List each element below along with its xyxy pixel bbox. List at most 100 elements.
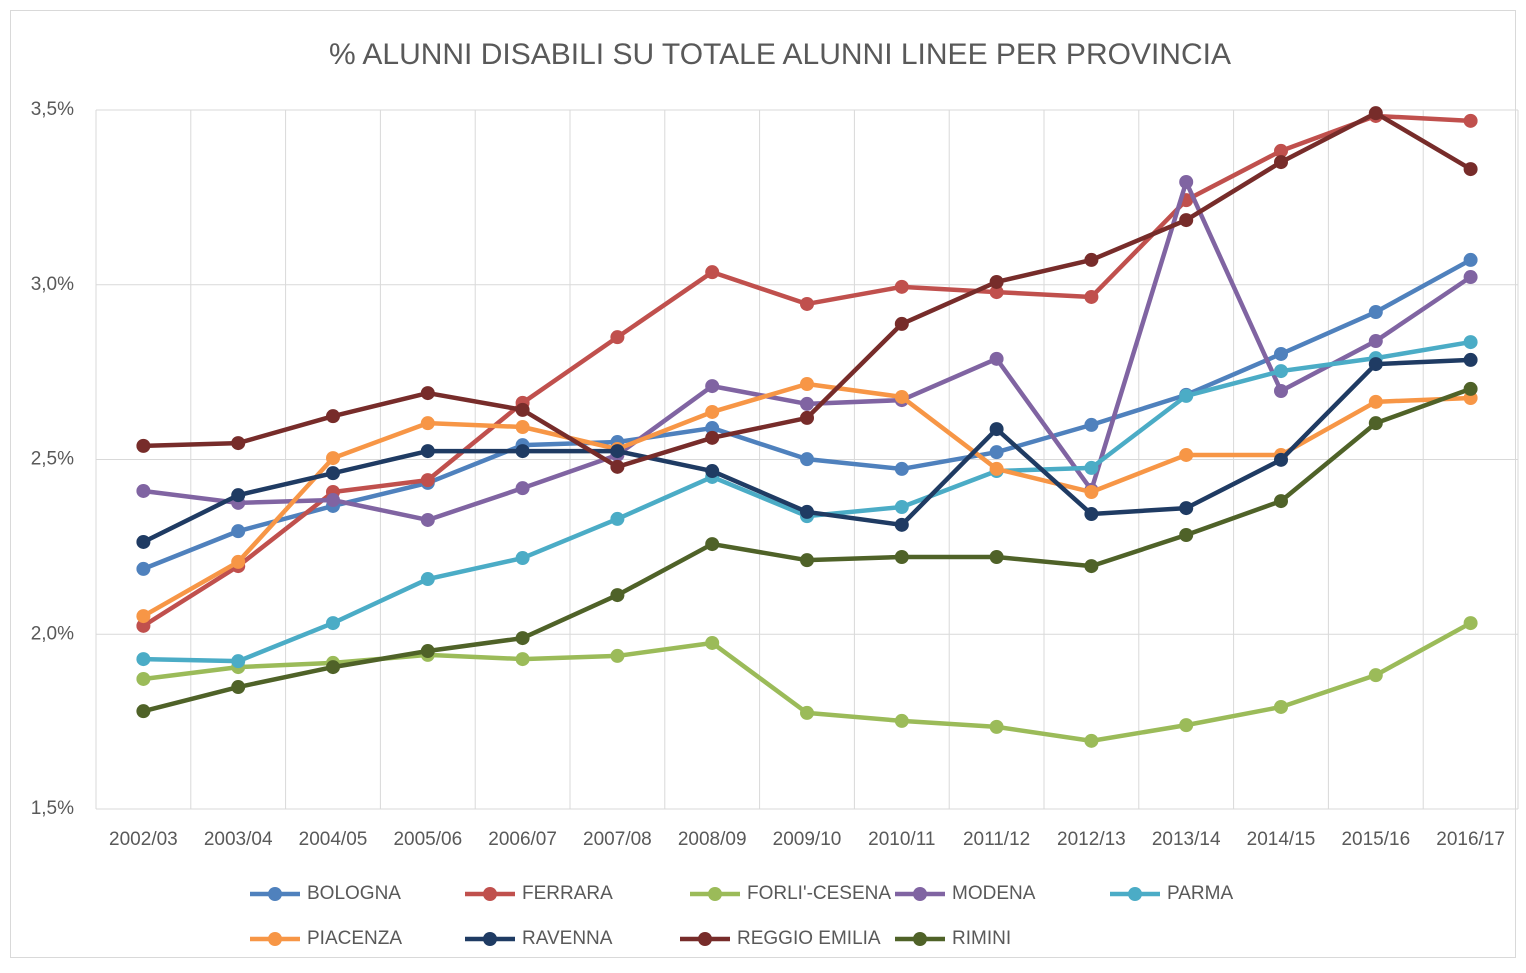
- point: [894, 550, 909, 565]
- point: [989, 274, 1004, 289]
- point: [705, 265, 720, 280]
- point: [705, 537, 720, 552]
- x-tick-label: 2006/07: [488, 829, 557, 850]
- point: [705, 379, 720, 394]
- point: [894, 316, 909, 331]
- point: [705, 404, 720, 419]
- point: [1084, 460, 1099, 475]
- point: [1368, 416, 1383, 431]
- x-tick-label: 2008/09: [678, 829, 747, 850]
- point: [1179, 213, 1194, 228]
- point: [705, 421, 720, 436]
- point: [136, 561, 151, 576]
- point: [1463, 381, 1478, 396]
- point: [515, 551, 530, 566]
- point: [136, 652, 151, 667]
- point: [1274, 452, 1288, 467]
- point: [136, 618, 151, 633]
- x-tick-label: 2015/16: [1341, 829, 1410, 850]
- point: [1368, 394, 1383, 409]
- point: [515, 444, 530, 459]
- point: [610, 444, 625, 459]
- chart-frame: [10, 10, 1516, 958]
- point: [1084, 417, 1099, 432]
- point: [1368, 357, 1383, 372]
- point: [136, 671, 151, 686]
- point: [1179, 447, 1194, 462]
- legend-label: MODENA: [952, 883, 1036, 904]
- point: [1274, 494, 1288, 509]
- point: [1274, 383, 1288, 398]
- point: [989, 422, 1004, 437]
- point: [610, 588, 625, 603]
- point: [989, 719, 1004, 734]
- legend-marker: [698, 932, 712, 946]
- point: [894, 461, 909, 476]
- point: [1463, 616, 1478, 631]
- point: [989, 351, 1004, 366]
- point: [326, 493, 340, 508]
- point: [1368, 334, 1383, 349]
- point: [800, 296, 814, 311]
- point: [1463, 352, 1478, 367]
- point: [136, 704, 151, 719]
- legend-marker: [483, 887, 497, 901]
- legend-marker: [268, 932, 282, 946]
- point: [231, 554, 246, 569]
- point: [610, 511, 625, 526]
- point: [420, 644, 435, 659]
- y-tick-label: 1,5%: [31, 798, 74, 819]
- point: [894, 517, 909, 532]
- point: [515, 481, 530, 496]
- point: [800, 377, 814, 392]
- legend-marker: [913, 932, 927, 946]
- point: [231, 654, 246, 669]
- legend-label: PARMA: [1167, 883, 1233, 904]
- legend-label: RIMINI: [952, 928, 1011, 949]
- point: [231, 524, 246, 539]
- point: [894, 389, 909, 404]
- x-tick-label: 2003/04: [204, 829, 273, 850]
- point: [1179, 718, 1194, 733]
- point: [326, 451, 340, 466]
- point: [515, 631, 530, 646]
- point: [610, 648, 625, 663]
- point: [894, 713, 909, 728]
- x-tick-label: 2004/05: [299, 829, 368, 850]
- point: [705, 464, 720, 479]
- legend-marker: [913, 887, 927, 901]
- x-tick-label: 2011/12: [963, 829, 1030, 850]
- point: [515, 419, 530, 434]
- point: [989, 461, 1004, 476]
- point: [1274, 346, 1288, 361]
- x-tick-label: 2010/11: [868, 829, 935, 850]
- point: [231, 488, 246, 503]
- x-tick-label: 2014/15: [1247, 829, 1316, 850]
- y-tick-label: 2,0%: [31, 623, 74, 644]
- x-tick-label: 2002/03: [109, 829, 178, 850]
- point: [420, 386, 435, 401]
- point: [800, 553, 814, 568]
- point: [1084, 733, 1099, 748]
- point: [1084, 485, 1099, 500]
- point: [705, 430, 720, 445]
- point: [1084, 507, 1099, 522]
- legend-label: FERRARA: [522, 883, 613, 904]
- point: [800, 452, 814, 467]
- point: [326, 466, 340, 481]
- point: [420, 416, 435, 431]
- point: [989, 445, 1004, 460]
- point: [231, 680, 246, 695]
- point: [136, 483, 151, 498]
- point: [894, 500, 909, 515]
- x-tick-label: 2012/13: [1057, 829, 1126, 850]
- point: [326, 409, 340, 424]
- x-tick-label: 2007/08: [583, 829, 652, 850]
- point: [1368, 305, 1383, 320]
- point: [800, 705, 814, 720]
- point: [1463, 113, 1478, 128]
- point: [894, 279, 909, 294]
- legend-label: PIACENZA: [307, 928, 402, 949]
- point: [1084, 289, 1099, 304]
